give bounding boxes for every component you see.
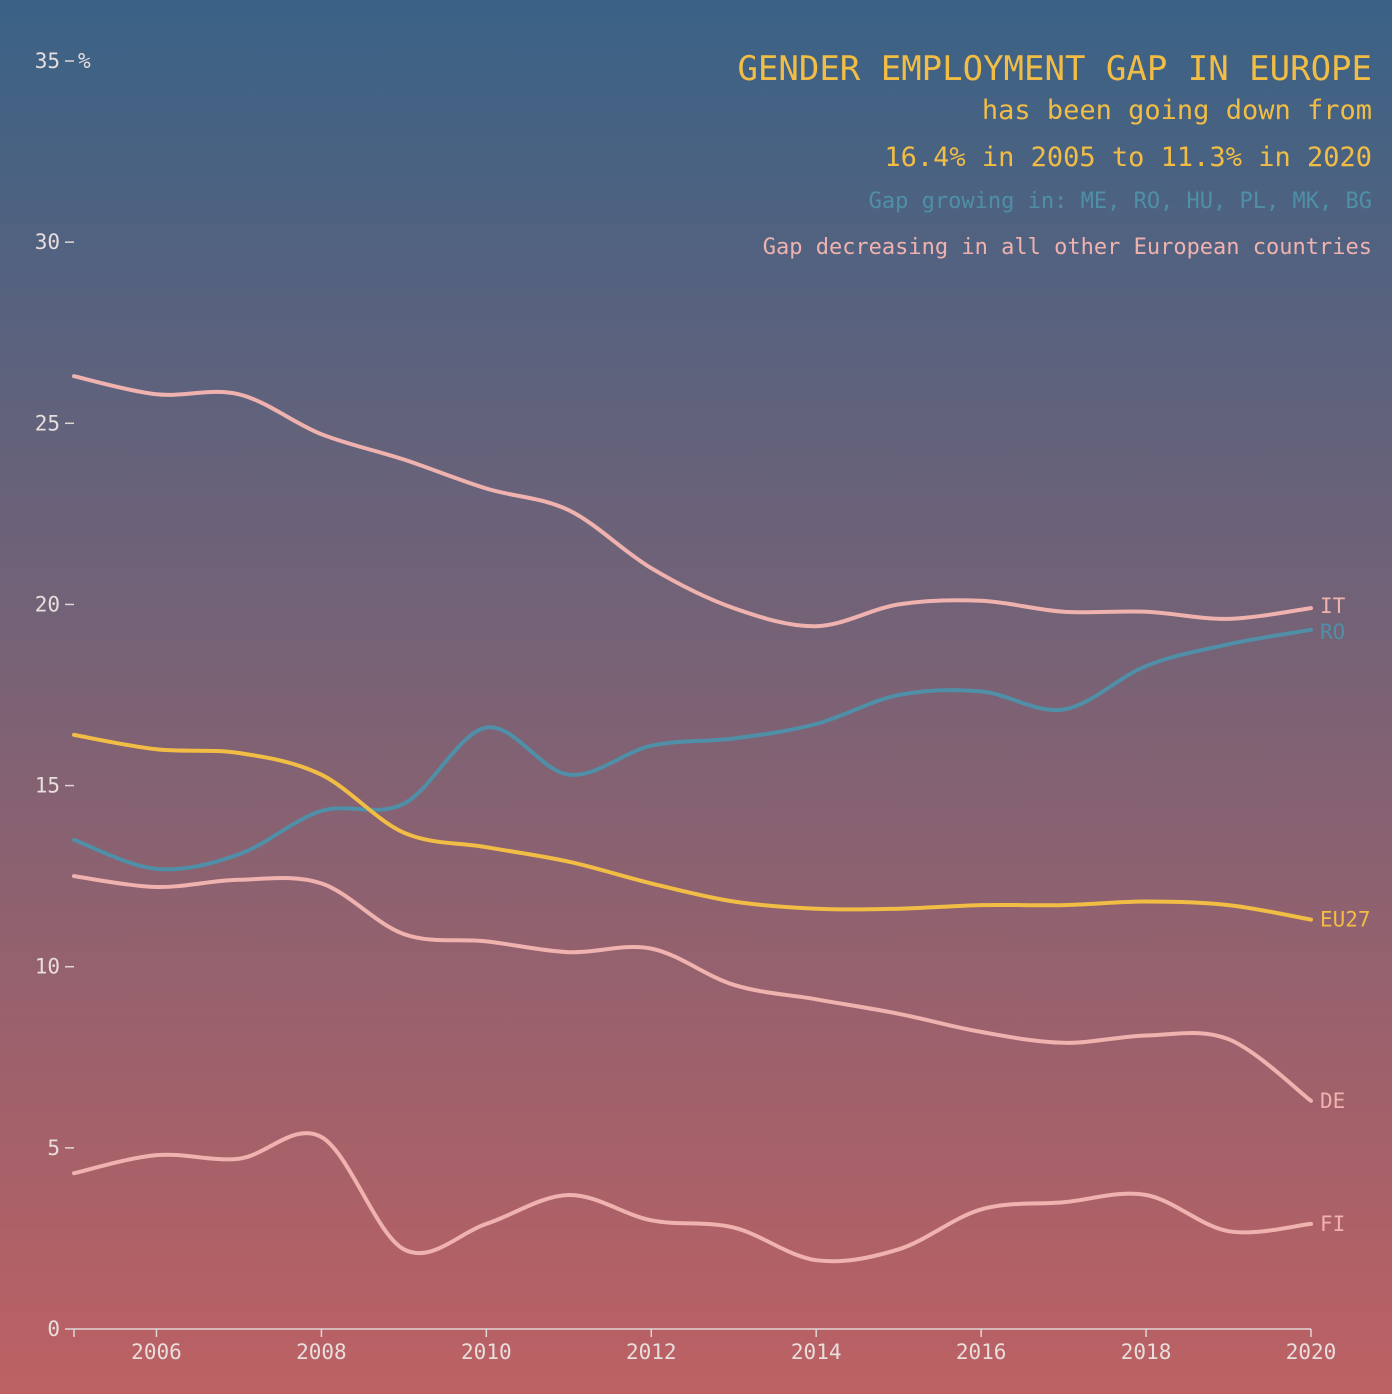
y-tick-label: 25 — [35, 411, 60, 435]
series-layer — [72, 374, 1313, 1264]
x-tick-label: 2006 — [131, 1340, 182, 1364]
y-axis: 0 5 10 15 20 25 30 35% — [35, 49, 91, 1341]
y-tick-label: 15 — [35, 774, 60, 798]
note-gap-decreasing: Gap decreasing in all other European cou… — [763, 235, 1372, 260]
note-gap-growing: Gap growing in: ME, RO, HU, PL, MK, BG — [869, 189, 1372, 214]
y-tick-label: 30 — [35, 230, 60, 254]
series-line-de — [72, 874, 1313, 1103]
series-line-ro — [72, 627, 1313, 872]
series-label-ro: RO — [1320, 620, 1345, 644]
x-tick-label: 2008 — [296, 1340, 347, 1364]
x-axis: 2006 2008 2010 2012 2014 2016 2018 2020 — [73, 1328, 1337, 1364]
series-label-de: DE — [1320, 1089, 1345, 1113]
y-axis-unit: % — [78, 49, 91, 73]
chart-subtitle-line1: has been going down from — [982, 95, 1372, 126]
x-tick-label: 2016 — [956, 1340, 1007, 1364]
x-tick-label: 2020 — [1286, 1340, 1337, 1364]
y-tick-label: 20 — [35, 592, 60, 616]
series-label-it: IT — [1320, 594, 1346, 618]
x-tick-label: 2014 — [791, 1340, 842, 1364]
series-line-eu27 — [72, 732, 1313, 922]
x-tick-label: 2010 — [461, 1340, 512, 1364]
x-tick-label: 2018 — [1121, 1340, 1172, 1364]
series-line-fi — [72, 1131, 1313, 1264]
chart-title: GENDER EMPLOYMENT GAP IN EUROPE — [737, 49, 1372, 89]
y-tick-label: 10 — [35, 955, 60, 979]
x-tick-label: 2012 — [626, 1340, 677, 1364]
y-tick-label: 0 — [47, 1317, 60, 1341]
series-label-eu27: EU27 — [1320, 908, 1371, 932]
y-tick-label: 35 — [35, 49, 60, 73]
chart-header: GENDER EMPLOYMENT GAP IN EUROPE has been… — [737, 49, 1372, 260]
series-label-fi: FI — [1320, 1212, 1345, 1236]
chart-subtitle-line2: 16.4% in 2005 to 11.3% in 2020 — [884, 142, 1372, 173]
y-tick-label: 5 — [47, 1136, 60, 1160]
series-line-it — [72, 374, 1313, 629]
